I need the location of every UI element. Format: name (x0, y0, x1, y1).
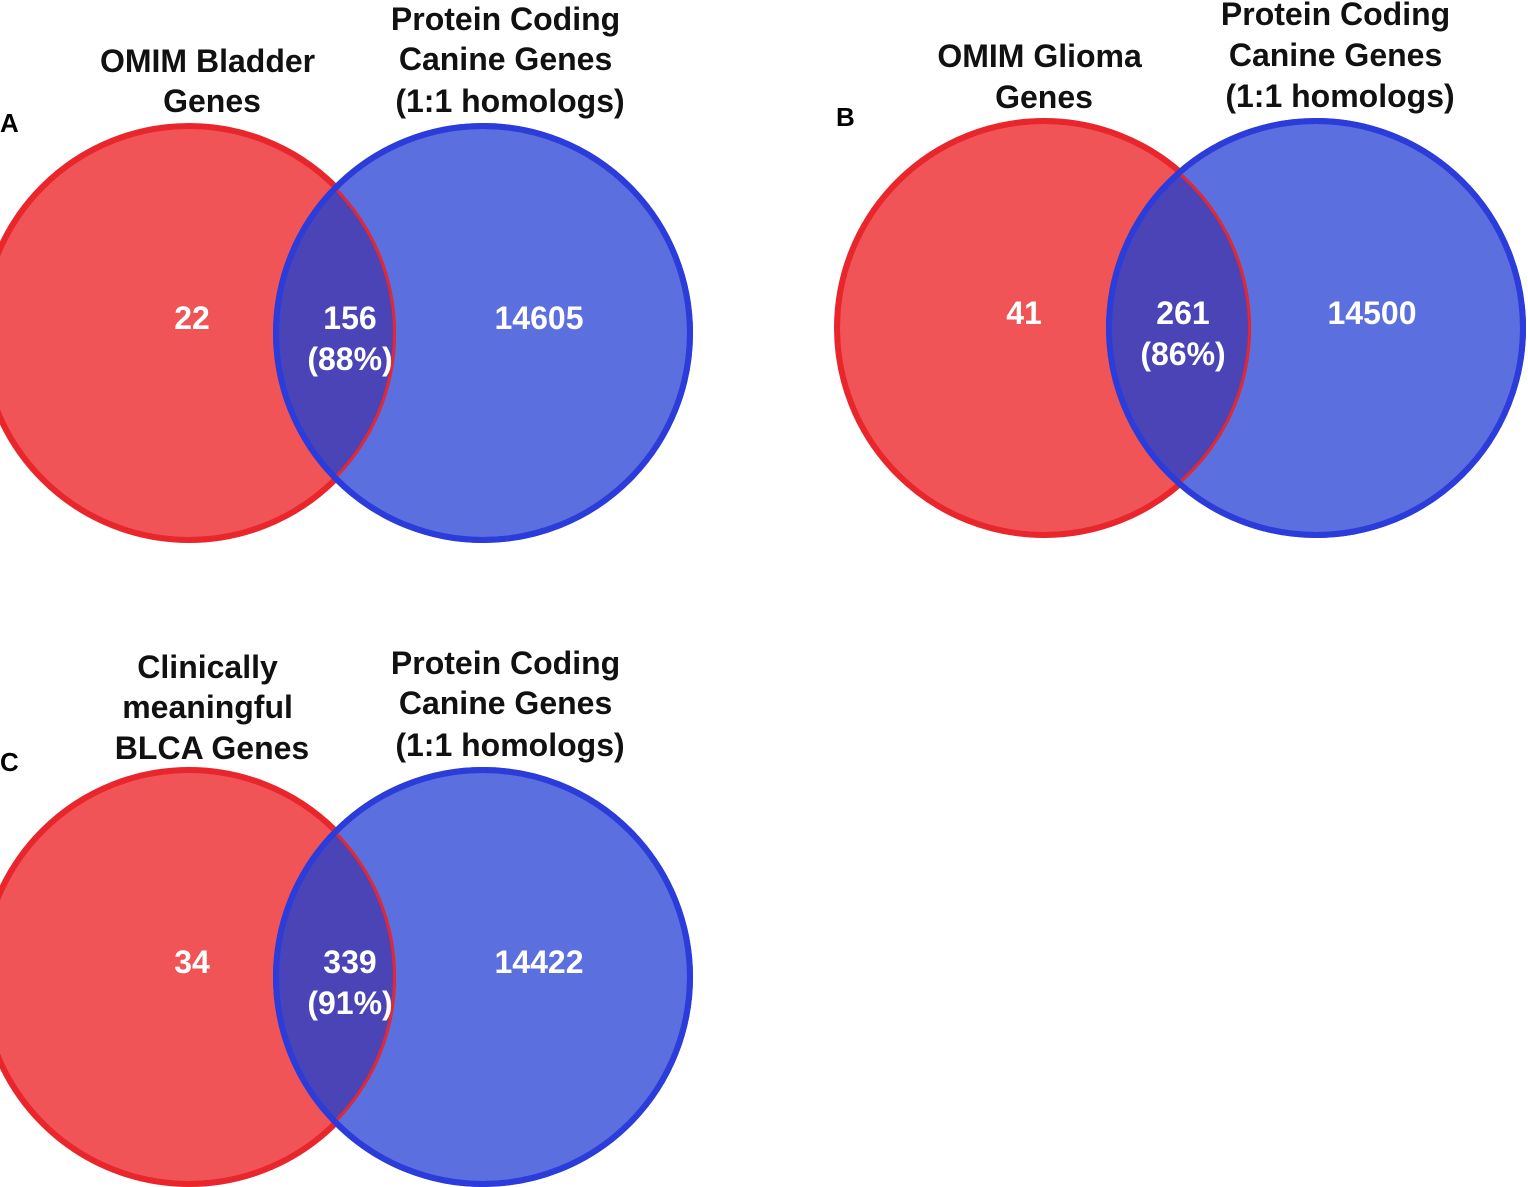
right-circle-outline (273, 767, 693, 1187)
left-set-label: Clinically meaningful BLCA Genes (115, 649, 309, 766)
panel-letter: A (0, 108, 19, 138)
right-set-label: Protein Coding Canine Genes (1:1 homolog… (391, 645, 629, 763)
overlap-percent: (86%) (1140, 336, 1225, 372)
overlap-count: 261 (1156, 295, 1209, 331)
right-circle-outline (1106, 118, 1526, 538)
venn-panel-b: B OMIM Glioma Genes Protein Coding Canin… (834, 0, 1526, 538)
right-only-count: 14500 (1328, 295, 1417, 331)
overlap-percent: (88%) (307, 341, 392, 377)
left-only-count: 22 (174, 300, 210, 336)
right-set-label: Protein Coding Canine Genes (1:1 homolog… (1221, 0, 1459, 114)
venn-panel-a: A OMIM Bladder Genes Protein Coding Cani… (0, 1, 693, 543)
panel-letter: B (836, 102, 855, 132)
left-set-label: OMIM Bladder Genes (100, 43, 324, 119)
left-set-label: OMIM Glioma Genes (937, 38, 1150, 115)
right-set-label: Protein Coding Canine Genes (1:1 homolog… (391, 1, 629, 119)
left-only-count: 34 (174, 944, 210, 980)
venn-panel-c: C Clinically meaningful BLCA Genes Prote… (0, 645, 693, 1187)
right-circle-outline (273, 123, 693, 543)
left-only-count: 41 (1006, 295, 1042, 331)
panel-letter: C (0, 747, 19, 777)
right-only-count: 14422 (495, 944, 584, 980)
right-only-count: 14605 (495, 300, 584, 336)
overlap-percent: (91%) (307, 985, 392, 1021)
overlap-count: 156 (323, 300, 376, 336)
overlap-count: 339 (323, 944, 376, 980)
overlap-region (1109, 121, 1251, 535)
